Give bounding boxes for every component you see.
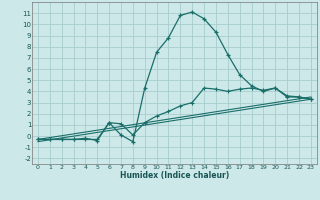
X-axis label: Humidex (Indice chaleur): Humidex (Indice chaleur) [120,171,229,180]
